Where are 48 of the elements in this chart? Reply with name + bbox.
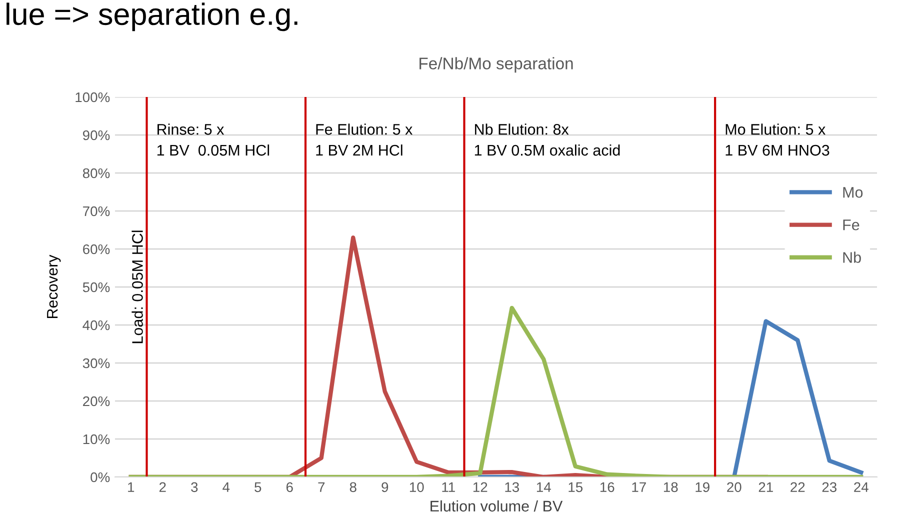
x-tick-label: 12 xyxy=(473,482,488,492)
y-tick-label: 0% xyxy=(90,472,110,482)
x-tick-label: 19 xyxy=(696,482,710,492)
y-tick-label: 30% xyxy=(82,358,110,368)
x-tick-label: 4 xyxy=(222,482,230,492)
x-tick-label: 21 xyxy=(758,482,773,492)
x-tick-label: 17 xyxy=(632,482,646,492)
x-tick-label: 24 xyxy=(854,482,868,492)
x-tick-label: 11 xyxy=(442,482,455,492)
x-tick-label: 3 xyxy=(191,482,198,492)
annotation: Fe Elution: 5 x 1 BV 2M HCl xyxy=(316,124,413,156)
x-tick-label: 23 xyxy=(822,482,836,492)
legend-label: Fe xyxy=(843,220,860,230)
chart-title: Fe/Nb/Mo separation xyxy=(420,57,573,73)
x-tick-label: 7 xyxy=(318,482,325,492)
x-tick-label: 10 xyxy=(410,482,424,492)
annotation: Nb Elution: 8x 1 BV 0.5M oxalic acid xyxy=(474,124,620,156)
y-tick-label: 50% xyxy=(82,282,110,292)
y-tick-label: 60% xyxy=(83,244,110,254)
x-tick-label: 16 xyxy=(600,482,614,492)
text: lue => separation e.g. xyxy=(6,2,298,32)
y-tick-label: 80% xyxy=(82,168,110,178)
x-tick-label: 1 xyxy=(128,482,134,492)
y-tick-label: 20% xyxy=(83,396,110,406)
legend-label: Mo xyxy=(843,187,863,198)
x-tick-label: 9 xyxy=(382,482,388,492)
annotation: Load: 0.05M HCl xyxy=(132,230,143,344)
x-tick-label: 22 xyxy=(790,482,805,492)
legend-label: Nb xyxy=(843,252,861,263)
y-tick-label: 100% xyxy=(76,92,110,102)
x-axis-title: Elution volume / BV xyxy=(430,500,563,512)
x-tick-label: 6 xyxy=(286,482,293,492)
x-tick-label: 2 xyxy=(159,482,166,492)
x-tick-label: 15 xyxy=(568,482,583,492)
y-tick-label: 90% xyxy=(82,130,110,140)
x-tick-label: 13 xyxy=(505,482,519,492)
x-tick-label: 8 xyxy=(350,482,356,492)
x-tick-label: 14 xyxy=(536,482,551,492)
annotation: Rinse: 5 x 1 BV 0.05M HCl xyxy=(157,124,270,156)
y-axis-title: Recovery xyxy=(47,254,61,318)
y-tick-label: 70% xyxy=(83,206,110,216)
annotation: Mo Elution: 5 x 1 BV 6M HNO3 xyxy=(726,124,830,156)
x-tick-label: 5 xyxy=(254,482,262,492)
y-tick-label: 10% xyxy=(83,434,110,444)
x-tick-label: 20 xyxy=(727,482,742,492)
line-series xyxy=(128,306,864,477)
x-tick-label: 18 xyxy=(664,482,678,492)
y-tick-label: 40% xyxy=(82,320,110,330)
